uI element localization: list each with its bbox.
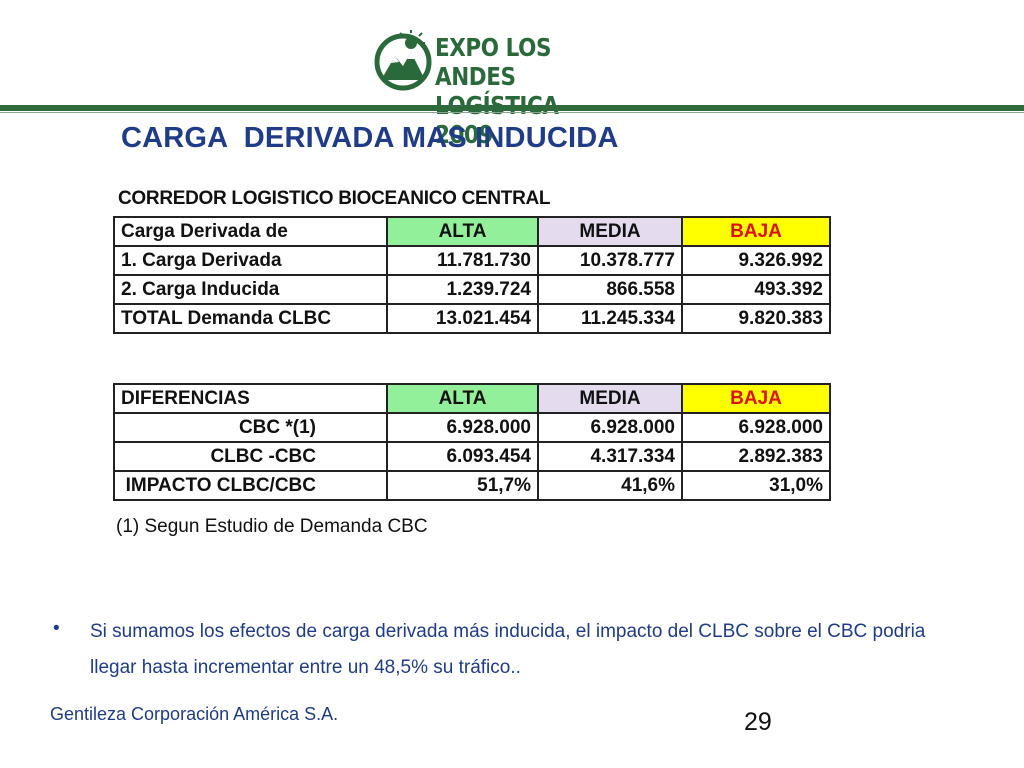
cell-media: 6.928.000: [537, 412, 683, 443]
table-row: 1. Carga Derivada 11.781.730 10.378.777 …: [113, 245, 831, 276]
header-label: Carga Derivada de: [113, 216, 388, 247]
cell-baja: 31,0%: [681, 470, 831, 501]
header-divider-thin: [0, 112, 1024, 113]
logo-line-1: EXPO LOS ANDES: [435, 33, 552, 91]
cell-media: 11.245.334: [537, 303, 683, 334]
cell-alta: 13.021.454: [386, 303, 539, 334]
row-label: IMPACTO CLBC/CBC: [113, 470, 388, 501]
cell-baja: 9.326.992: [681, 245, 831, 276]
header-label: DIFERENCIAS: [113, 383, 388, 414]
header-media: MEDIA: [537, 216, 683, 247]
header-media: MEDIA: [537, 383, 683, 414]
row-label: 2. Carga Inducida: [113, 274, 388, 305]
row-label: CLBC -CBC: [113, 441, 388, 472]
bullet-text: Si sumamos los efectos de carga derivada…: [90, 621, 926, 678]
table-row: CBC *(1) 6.928.000 6.928.000 6.928.000: [113, 412, 831, 443]
cell-baja: 493.392: [681, 274, 831, 305]
header-alta: ALTA: [386, 383, 539, 414]
header-alta: ALTA: [386, 216, 539, 247]
cell-baja: 9.820.383: [681, 303, 831, 334]
row-label: CBC *(1): [113, 412, 388, 443]
cell-media: 41,6%: [537, 470, 683, 501]
table-header-row: DIFERENCIAS ALTA MEDIA BAJA: [113, 383, 831, 414]
carga-table: Carga Derivada de ALTA MEDIA BAJA 1. Car…: [113, 216, 831, 334]
diferencias-table: DIFERENCIAS ALTA MEDIA BAJA CBC *(1) 6.9…: [113, 383, 831, 501]
slide-title: CARGA DERIVADA MAS INDUCIDA: [121, 122, 619, 154]
table-subtitle: CORREDOR LOGISTICO BIOCEANICO CENTRAL: [118, 188, 551, 209]
cell-alta: 6.093.454: [386, 441, 539, 472]
footnote: (1) Segun Estudio de Demanda CBC: [116, 516, 428, 537]
cell-baja: 2.892.383: [681, 441, 831, 472]
header-divider: [0, 105, 1024, 111]
row-label: 1. Carga Derivada: [113, 245, 388, 276]
table-row: IMPACTO CLBC/CBC 51,7% 41,6% 31,0%: [113, 470, 831, 501]
credit-text: Gentileza Corporación América S.A.: [50, 704, 339, 724]
page-number: 29: [744, 708, 772, 736]
mountain-sun-emblem-icon: [374, 30, 432, 91]
cell-media: 4.317.334: [537, 441, 683, 472]
expo-logo: EXPO LOS ANDES LOGÍSTICA 2009: [373, 30, 638, 149]
cell-baja: 6.928.000: [681, 412, 831, 443]
bullet-marker: •: [53, 618, 60, 639]
row-label: TOTAL Demanda CLBC: [113, 303, 388, 334]
cell-alta: 6.928.000: [386, 412, 539, 443]
cell-alta: 51,7%: [386, 470, 539, 501]
cell-alta: 1.239.724: [386, 274, 539, 305]
cell-media: 866.558: [537, 274, 683, 305]
table-row: 2. Carga Inducida 1.239.724 866.558 493.…: [113, 274, 831, 305]
header-baja: BAJA: [681, 383, 831, 414]
table-row: CLBC -CBC 6.093.454 4.317.334 2.892.383: [113, 441, 831, 472]
cell-media: 10.378.777: [537, 245, 683, 276]
table-header-row: Carga Derivada de ALTA MEDIA BAJA: [113, 216, 831, 247]
cell-alta: 11.781.730: [386, 245, 539, 276]
table-row: TOTAL Demanda CLBC 13.021.454 11.245.334…: [113, 303, 831, 334]
header-baja: BAJA: [681, 216, 831, 247]
